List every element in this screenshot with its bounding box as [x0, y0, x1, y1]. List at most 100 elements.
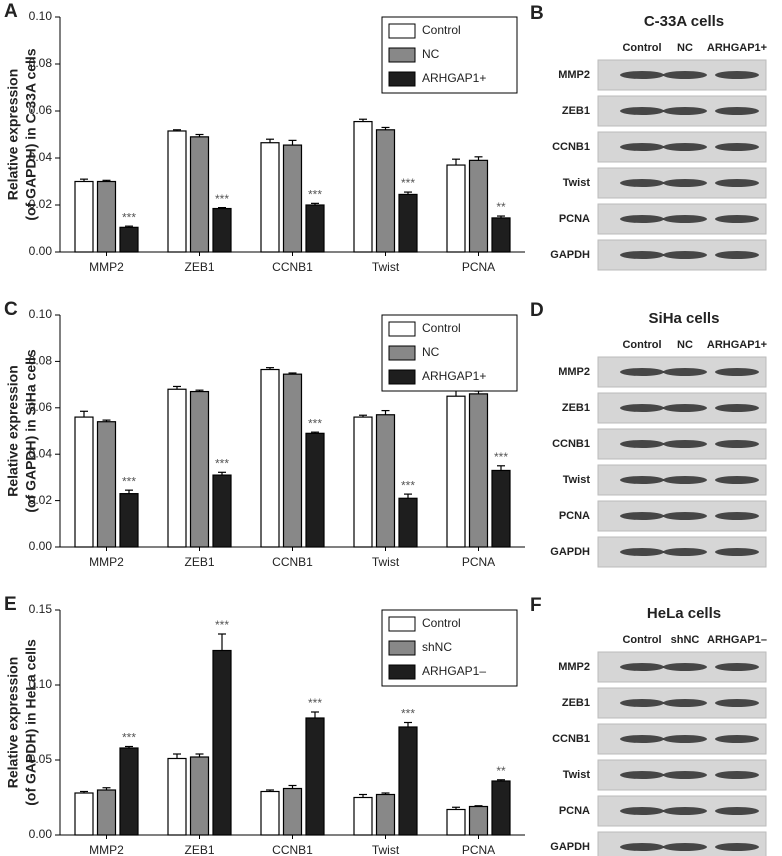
blot-band — [620, 107, 664, 115]
error-bar — [102, 419, 111, 422]
error-bar — [80, 410, 88, 418]
protein-label: GAPDH — [550, 249, 590, 261]
blot-band — [620, 440, 664, 448]
blot-band — [715, 251, 759, 259]
error-bar — [102, 179, 111, 182]
blot-band — [663, 476, 707, 484]
lane-label: ARHGAP1– — [707, 634, 767, 646]
bar — [468, 805, 489, 836]
blot-band — [663, 512, 707, 520]
error-bar — [218, 471, 226, 476]
y-axis-title: (of GAPDH) in SiHa cells — [23, 349, 39, 513]
legend-label: ARHGAP1– — [422, 664, 486, 678]
blot-band — [663, 807, 707, 815]
blot-band — [620, 179, 664, 187]
y-tick-label: 0.04 — [29, 150, 53, 164]
blot-band — [620, 143, 664, 151]
error-bar — [218, 206, 226, 209]
blot-band — [663, 71, 707, 79]
error-bar — [359, 118, 367, 122]
blot-band — [663, 735, 707, 743]
panel-letter: A — [4, 1, 18, 22]
legend-swatch — [388, 47, 416, 63]
panel-letter: F — [530, 595, 542, 616]
blot-band — [715, 771, 759, 779]
panel-letter: C — [4, 299, 18, 320]
bar — [353, 416, 373, 548]
protein-label: GAPDH — [550, 546, 590, 558]
blot-band — [663, 215, 707, 223]
bar — [167, 757, 187, 836]
error-bar — [404, 191, 412, 195]
error-bar — [381, 126, 390, 130]
bar — [491, 217, 511, 253]
significance: *** — [215, 456, 229, 470]
x-tick-label: PCNA — [462, 555, 495, 569]
blot-band — [620, 71, 664, 79]
bar — [491, 469, 511, 548]
blot-band — [663, 699, 707, 707]
bar — [446, 808, 466, 836]
error-bar — [474, 805, 483, 807]
blot-band — [620, 368, 664, 376]
bar — [189, 756, 210, 836]
y-tick-label: 0.10 — [29, 9, 53, 23]
bar — [212, 649, 232, 836]
legend-swatch — [388, 345, 416, 361]
panel-letter: E — [4, 594, 17, 615]
blot-band — [715, 548, 759, 556]
significance: *** — [308, 696, 322, 710]
significance: *** — [401, 176, 415, 190]
bar — [74, 180, 94, 253]
protein-label: PCNA — [559, 213, 590, 225]
error-bar — [288, 372, 297, 375]
significance: *** — [122, 210, 136, 224]
blot-band — [620, 699, 664, 707]
error-bar — [474, 156, 483, 161]
x-tick-label: Twist — [372, 843, 400, 856]
bar — [282, 373, 303, 548]
legend-label: NC — [422, 47, 440, 61]
lane-label: shNC — [671, 634, 700, 646]
error-bar — [218, 633, 226, 651]
blot-band — [715, 143, 759, 151]
protein-label: CCNB1 — [552, 733, 590, 745]
bar — [167, 130, 187, 253]
x-tick-label: ZEB1 — [184, 843, 214, 856]
blot-band — [715, 843, 759, 851]
error-bar — [404, 721, 412, 727]
legend-label: ARHGAP1+ — [422, 71, 486, 85]
panel-letter: B — [530, 3, 544, 24]
bar — [353, 120, 373, 253]
error-bar — [125, 745, 133, 748]
error-bar — [311, 202, 319, 205]
blot-band — [715, 107, 759, 115]
error-bar — [266, 789, 274, 792]
error-bar — [359, 793, 367, 798]
lane-label: ARHGAP1+ — [707, 339, 767, 351]
error-bar — [311, 711, 319, 718]
bar — [468, 393, 489, 548]
error-bar — [359, 414, 367, 418]
blot-band — [715, 179, 759, 187]
legend-label: Control — [422, 23, 461, 37]
protein-label: Twist — [563, 769, 591, 781]
bar — [491, 780, 511, 836]
protein-label: MMP2 — [558, 366, 590, 378]
blot-band — [663, 771, 707, 779]
bar — [375, 414, 396, 548]
blot-band — [715, 476, 759, 484]
bar — [260, 368, 280, 548]
legend-label: ARHGAP1+ — [422, 369, 486, 383]
blot-band — [715, 71, 759, 79]
bar — [305, 717, 325, 836]
bar — [468, 159, 489, 253]
significance: *** — [401, 707, 415, 721]
bar — [375, 793, 396, 836]
x-tick-label: MMP2 — [89, 260, 124, 274]
blot-band — [715, 512, 759, 520]
error-bar — [452, 806, 460, 810]
bar — [398, 193, 418, 253]
bar — [119, 493, 139, 548]
protein-label: Twist — [563, 177, 591, 189]
